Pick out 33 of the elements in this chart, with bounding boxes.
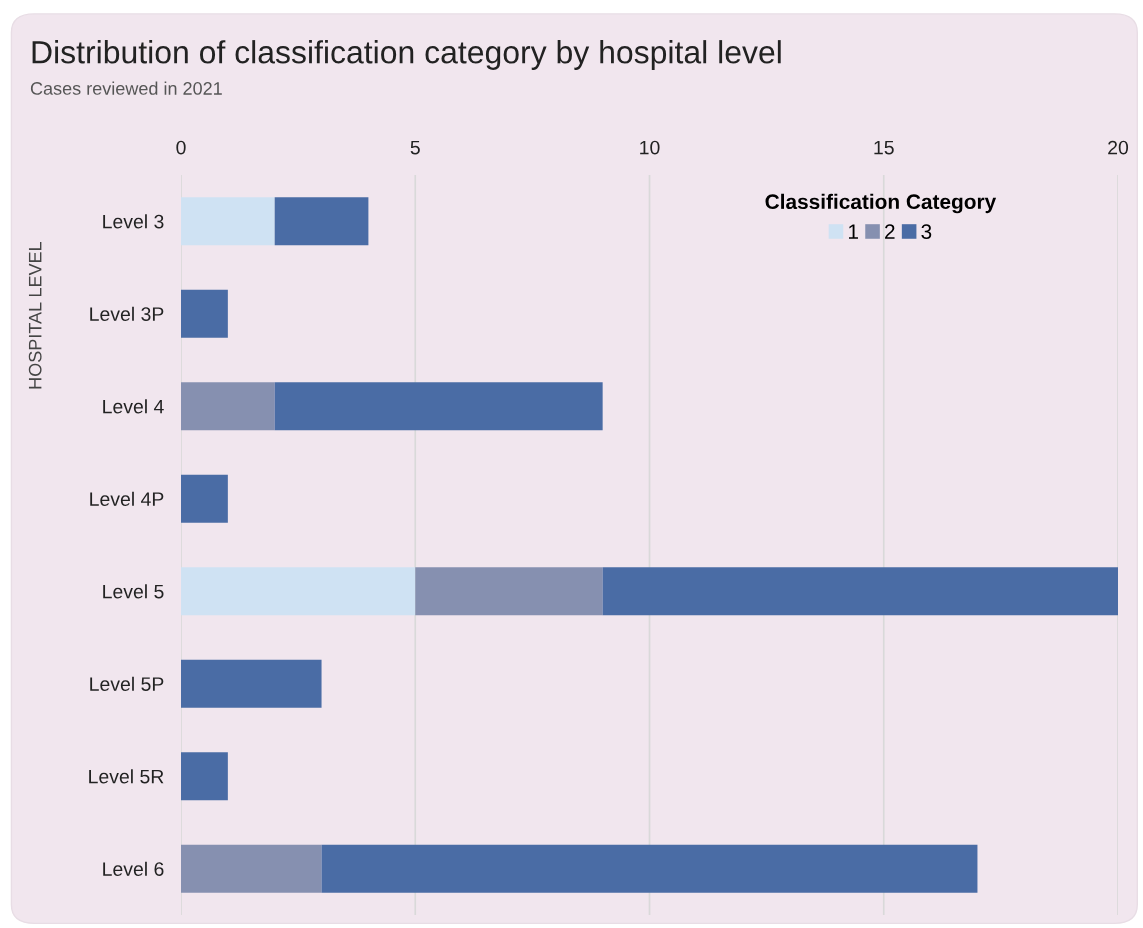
bar xyxy=(181,844,322,893)
legend-label: 1 xyxy=(849,224,858,239)
bar xyxy=(274,197,369,246)
chart-subtitle: Cases reviewed in 2021 xyxy=(30,81,222,95)
bar xyxy=(181,752,228,801)
bar xyxy=(181,289,228,338)
bar xyxy=(321,844,978,893)
x-tick-label: 15 xyxy=(874,140,894,155)
x-tick-label: 5 xyxy=(410,140,420,155)
bar xyxy=(181,474,228,523)
legend-label: 3 xyxy=(921,224,932,239)
x-tick-label: 10 xyxy=(640,140,660,155)
bar xyxy=(415,567,603,616)
y-tick-label: Level 3P xyxy=(90,306,164,321)
bar xyxy=(602,567,1118,616)
bar xyxy=(181,382,275,431)
x-tick-label: 0 xyxy=(176,140,186,155)
legend-title: Classification Category xyxy=(765,193,997,214)
y-tick-label: Level 4 xyxy=(103,399,164,414)
bar xyxy=(181,659,322,708)
x-tick-label: 20 xyxy=(1108,140,1129,155)
y-tick-label: Level 5R xyxy=(89,769,164,784)
y-tick-label: Level 5 xyxy=(103,584,164,599)
y-tick-label: Level 4P xyxy=(90,491,164,506)
bar xyxy=(274,382,603,431)
bar xyxy=(181,567,416,616)
y-tick-label: Level 5P xyxy=(90,676,164,691)
y-tick-label: Level 6 xyxy=(103,861,164,876)
chart-title: Distribution of classification category by hospital level xyxy=(32,40,781,70)
y-axis-title: HOSPITAL LEVEL xyxy=(28,241,42,389)
legend-label: 2 xyxy=(885,224,895,239)
bar xyxy=(181,197,275,246)
y-tick-label: Level 3 xyxy=(103,214,164,229)
